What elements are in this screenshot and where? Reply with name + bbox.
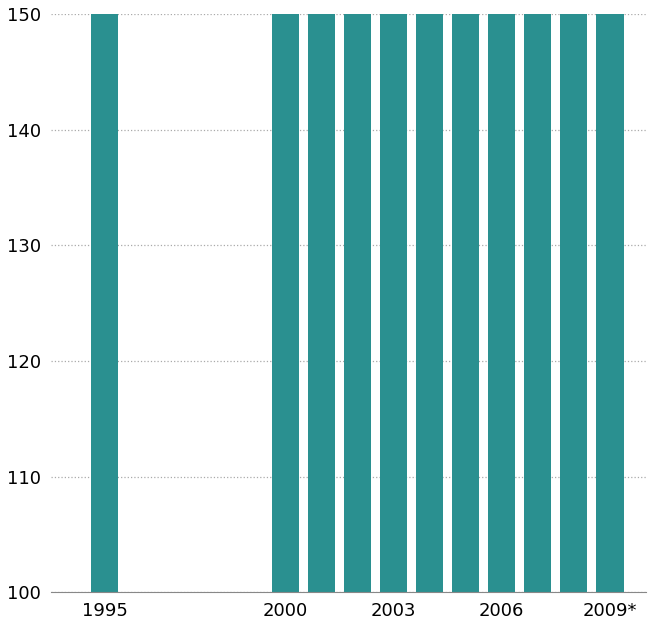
Bar xyxy=(452,0,479,593)
Bar xyxy=(272,0,299,593)
Bar xyxy=(380,0,407,593)
Bar xyxy=(560,0,588,593)
Bar xyxy=(308,0,335,593)
Bar xyxy=(91,0,118,593)
Bar xyxy=(488,0,515,593)
Bar xyxy=(344,0,371,593)
Bar xyxy=(596,0,624,593)
Bar xyxy=(524,0,551,593)
Bar xyxy=(416,0,443,593)
